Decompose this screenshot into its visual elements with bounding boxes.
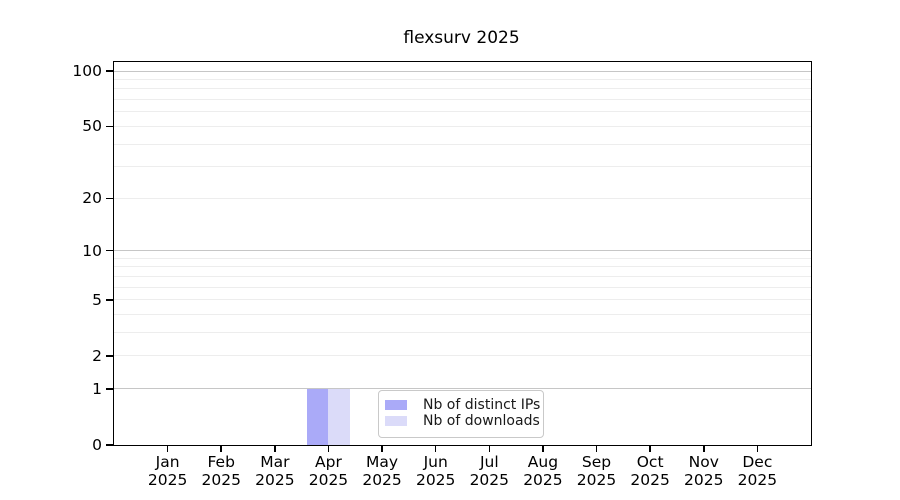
- x-tick-month: Jan: [155, 453, 180, 471]
- x-tick-mark: [756, 445, 759, 452]
- gridline-minor: [114, 266, 811, 268]
- legend-item: Nb of distinct IPs: [385, 397, 543, 413]
- x-tick-label: Apr 2025: [286, 453, 370, 489]
- x-tick-mark: [220, 445, 222, 452]
- gridline-minor: [114, 257, 811, 259]
- gridline-minor: [114, 299, 811, 301]
- legend-swatch: [385, 416, 407, 426]
- legend-label: Nb of distinct IPs: [423, 397, 541, 413]
- gridline-minor: [114, 275, 811, 277]
- x-tick-mark: [542, 445, 544, 452]
- y-tick-mark: [106, 125, 114, 128]
- x-tick-mark: [327, 445, 330, 452]
- x-tick-label: Dec 2025: [715, 453, 799, 489]
- x-tick-mark: [703, 445, 705, 452]
- gridline-minor: [114, 78, 811, 80]
- x-tick-month: Dec: [742, 453, 773, 471]
- x-tick-month: Feb: [207, 453, 235, 471]
- gridline-minor: [114, 166, 811, 168]
- x-tick-year: 2025: [201, 470, 241, 489]
- x-tick-label: Mar 2025: [233, 453, 317, 489]
- x-tick-month: Aug: [527, 453, 559, 471]
- x-tick-year: 2025: [255, 470, 295, 489]
- x-tick-mark: [488, 445, 491, 452]
- x-tick-label: May 2025: [340, 453, 424, 489]
- x-tick-mark: [274, 445, 276, 452]
- gridline-minor: [114, 355, 811, 357]
- y-tick-label: 20: [82, 189, 102, 208]
- x-tick-year: 2025: [630, 470, 670, 489]
- x-tick-month: Sep: [581, 453, 612, 471]
- gridline-minor: [114, 314, 811, 316]
- gridline-minor: [114, 197, 811, 199]
- y-tick-label: 50: [82, 117, 102, 136]
- x-tick-label: Jun 2025: [394, 453, 478, 489]
- y-tick-label: 2: [92, 346, 102, 365]
- y-tick-mark: [106, 444, 114, 446]
- gridline-minor: [114, 125, 811, 127]
- x-tick-year: 2025: [469, 470, 510, 489]
- chart-title: flexsurv 2025: [403, 28, 520, 48]
- x-tick-mark: [595, 445, 598, 452]
- gridline-minor: [114, 88, 811, 90]
- x-tick-mark: [434, 445, 437, 452]
- y-tick-mark: [106, 388, 114, 390]
- y-tick-label: 10: [82, 241, 102, 260]
- x-tick-label: Oct 2025: [608, 453, 692, 489]
- legend-item: Nb of downloads: [385, 413, 543, 429]
- bar-nb-of-distinct-ips: [306, 388, 329, 445]
- x-tick-mark: [381, 445, 383, 452]
- y-tick-label: 0: [92, 436, 102, 454]
- x-tick-month: Nov: [688, 453, 719, 471]
- x-tick-month: Oct: [636, 453, 664, 471]
- gridline-minor: [114, 143, 811, 145]
- gridline-minor: [114, 111, 811, 113]
- y-tick-label: 1: [92, 379, 102, 398]
- x-tick-label: Jan 2025: [126, 453, 210, 489]
- x-tick-mark: [649, 445, 651, 452]
- gridline-minor: [114, 286, 811, 288]
- bar-nb-of-downloads: [328, 388, 350, 445]
- x-tick-year: 2025: [576, 470, 617, 489]
- y-tick-label: 100: [72, 62, 102, 80]
- y-tick-mark: [106, 249, 114, 252]
- x-tick-label: Sep 2025: [555, 453, 639, 489]
- x-tick-year: 2025: [737, 470, 778, 489]
- x-tick-label: Jul 2025: [447, 453, 531, 489]
- legend-swatch: [385, 400, 407, 410]
- y-tick-label: 5: [92, 290, 102, 309]
- x-tick-year: 2025: [523, 470, 563, 489]
- y-tick-mark: [106, 299, 114, 301]
- x-tick-label: Aug 2025: [501, 453, 585, 489]
- x-tick-month: Jul: [479, 453, 499, 471]
- gridline-major: [114, 70, 811, 72]
- x-tick-year: 2025: [415, 470, 456, 489]
- gridline-minor: [114, 99, 811, 101]
- gridline-major: [114, 388, 811, 390]
- plot-area: 0 1 2 5 10 20 50 100 Jan 2025 Feb 2025 Mar 2025 Apr 202…: [72, 61, 812, 488]
- y-tick-mark: [106, 70, 114, 72]
- gridline-major: [114, 250, 811, 252]
- gridline-minor: [114, 332, 811, 334]
- x-tick-month: Apr: [315, 453, 342, 471]
- y-tick-mark: [106, 197, 114, 200]
- x-tick-year: 2025: [362, 470, 402, 489]
- x-tick-month: Mar: [260, 453, 290, 471]
- x-tick-month: May: [366, 453, 399, 471]
- legend: Nb of distinct IPs Nb of downloads: [378, 390, 544, 438]
- x-tick-mark: [166, 445, 169, 452]
- x-tick-year: 2025: [147, 470, 188, 489]
- x-tick-label: Nov 2025: [662, 453, 746, 489]
- y-tick-mark: [106, 355, 114, 357]
- x-tick-label: Feb 2025: [179, 453, 263, 489]
- x-tick-month: Jun: [423, 453, 448, 471]
- x-tick-year: 2025: [308, 470, 349, 489]
- x-tick-year: 2025: [684, 470, 724, 489]
- legend-label: Nb of downloads: [423, 413, 540, 429]
